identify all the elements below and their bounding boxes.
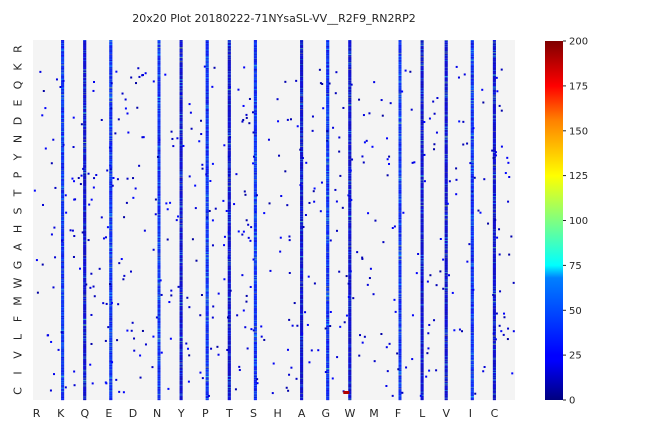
chart-title: 20x20 Plot 20180222-71NYsaSL-VV__R2F9_RN…	[132, 12, 416, 25]
plot-background	[33, 40, 515, 400]
